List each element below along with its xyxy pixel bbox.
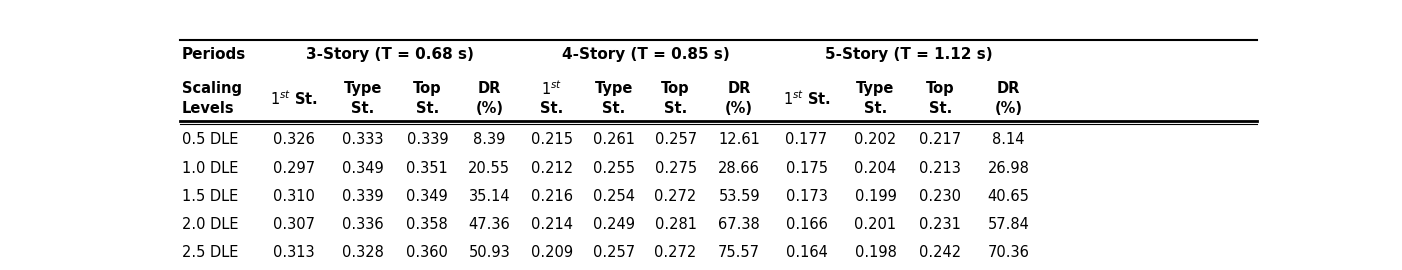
- Text: 0.297: 0.297: [273, 161, 315, 176]
- Text: DR: DR: [997, 81, 1021, 96]
- Text: 0.201: 0.201: [854, 217, 897, 232]
- Text: 0.339: 0.339: [407, 133, 449, 147]
- Text: 0.272: 0.272: [655, 245, 697, 260]
- Text: 0.199: 0.199: [855, 189, 896, 204]
- Text: St.: St.: [864, 101, 887, 116]
- Text: 0.255: 0.255: [593, 161, 635, 176]
- Text: 0.360: 0.360: [407, 245, 449, 260]
- Text: 1.0 DLE: 1.0 DLE: [182, 161, 238, 176]
- Text: Top: Top: [925, 81, 955, 96]
- Text: 75.57: 75.57: [718, 245, 760, 260]
- Text: $1^{st}$ St.: $1^{st}$ St.: [271, 89, 318, 108]
- Text: 0.209: 0.209: [531, 245, 573, 260]
- Text: 26.98: 26.98: [987, 161, 1029, 176]
- Text: 0.213: 0.213: [920, 161, 962, 176]
- Text: 1.5 DLE: 1.5 DLE: [182, 189, 238, 204]
- Text: $1^{st}$ St.: $1^{st}$ St.: [782, 89, 830, 108]
- Text: 0.275: 0.275: [655, 161, 697, 176]
- Text: St.: St.: [665, 101, 687, 116]
- Text: 57.84: 57.84: [987, 217, 1029, 232]
- Text: 28.66: 28.66: [718, 161, 760, 176]
- Text: 8.39: 8.39: [472, 133, 506, 147]
- Text: 0.272: 0.272: [655, 189, 697, 204]
- Text: Periods: Periods: [182, 47, 245, 62]
- Text: 0.349: 0.349: [342, 161, 384, 176]
- Text: St.: St.: [350, 101, 374, 116]
- Text: 4-Story (T = 0.85 s): 4-Story (T = 0.85 s): [562, 47, 730, 62]
- Text: 0.249: 0.249: [593, 217, 635, 232]
- Text: $1^{st}$: $1^{st}$: [541, 79, 562, 98]
- Text: 70.36: 70.36: [987, 245, 1029, 260]
- Text: 0.214: 0.214: [531, 217, 573, 232]
- Text: 0.198: 0.198: [855, 245, 896, 260]
- Text: 0.175: 0.175: [785, 161, 827, 176]
- Text: 0.164: 0.164: [785, 245, 827, 260]
- Text: 0.349: 0.349: [407, 189, 449, 204]
- Text: 0.336: 0.336: [342, 217, 384, 232]
- Text: 0.326: 0.326: [273, 133, 315, 147]
- Text: 0.231: 0.231: [920, 217, 962, 232]
- Text: 2.5 DLE: 2.5 DLE: [182, 245, 238, 260]
- Text: St.: St.: [540, 101, 564, 116]
- Text: Type: Type: [343, 81, 381, 96]
- Text: 0.313: 0.313: [273, 245, 315, 260]
- Text: 2.0 DLE: 2.0 DLE: [182, 217, 238, 232]
- Text: DR: DR: [478, 81, 501, 96]
- Text: (%): (%): [475, 101, 503, 116]
- Text: 47.36: 47.36: [468, 217, 510, 232]
- Text: Type: Type: [857, 81, 894, 96]
- Text: 0.281: 0.281: [655, 217, 697, 232]
- Text: St.: St.: [928, 101, 952, 116]
- Text: 0.230: 0.230: [920, 189, 962, 204]
- Text: 40.65: 40.65: [987, 189, 1029, 204]
- Text: 0.358: 0.358: [407, 217, 449, 232]
- Text: 0.242: 0.242: [920, 245, 962, 260]
- Text: 20.55: 20.55: [468, 161, 510, 176]
- Text: 53.59: 53.59: [718, 189, 760, 204]
- Text: 0.166: 0.166: [785, 217, 827, 232]
- Text: 0.202: 0.202: [854, 133, 897, 147]
- Text: 0.177: 0.177: [785, 133, 827, 147]
- Text: 5-Story (T = 1.12 s): 5-Story (T = 1.12 s): [826, 47, 993, 62]
- Text: 0.339: 0.339: [342, 189, 384, 204]
- Text: (%): (%): [725, 101, 753, 116]
- Text: 0.5 DLE: 0.5 DLE: [182, 133, 238, 147]
- Text: 0.204: 0.204: [854, 161, 897, 176]
- Text: 0.257: 0.257: [655, 133, 697, 147]
- Text: 12.61: 12.61: [718, 133, 760, 147]
- Text: 0.212: 0.212: [531, 161, 573, 176]
- Text: 0.310: 0.310: [273, 189, 315, 204]
- Text: 0.257: 0.257: [593, 245, 635, 260]
- Text: St.: St.: [601, 101, 625, 116]
- Text: St.: St.: [416, 101, 439, 116]
- Text: 8.14: 8.14: [993, 133, 1025, 147]
- Text: Top: Top: [662, 81, 690, 96]
- Text: 67.38: 67.38: [718, 217, 760, 232]
- Text: 3-Story (T = 0.68 s): 3-Story (T = 0.68 s): [307, 47, 474, 62]
- Text: 0.216: 0.216: [531, 189, 573, 204]
- Text: 0.215: 0.215: [531, 133, 573, 147]
- Text: Levels: Levels: [182, 101, 234, 116]
- Text: 0.217: 0.217: [920, 133, 962, 147]
- Text: DR: DR: [728, 81, 751, 96]
- Text: 0.254: 0.254: [593, 189, 635, 204]
- Text: 0.261: 0.261: [593, 133, 635, 147]
- Text: 0.307: 0.307: [273, 217, 315, 232]
- Text: Type: Type: [594, 81, 632, 96]
- Text: 35.14: 35.14: [468, 189, 510, 204]
- Text: 0.351: 0.351: [407, 161, 449, 176]
- Text: 50.93: 50.93: [468, 245, 510, 260]
- Text: Top: Top: [414, 81, 442, 96]
- Text: Scaling: Scaling: [182, 81, 241, 96]
- Text: (%): (%): [994, 101, 1022, 116]
- Text: 0.328: 0.328: [342, 245, 384, 260]
- Text: 0.333: 0.333: [342, 133, 383, 147]
- Text: 0.173: 0.173: [785, 189, 827, 204]
